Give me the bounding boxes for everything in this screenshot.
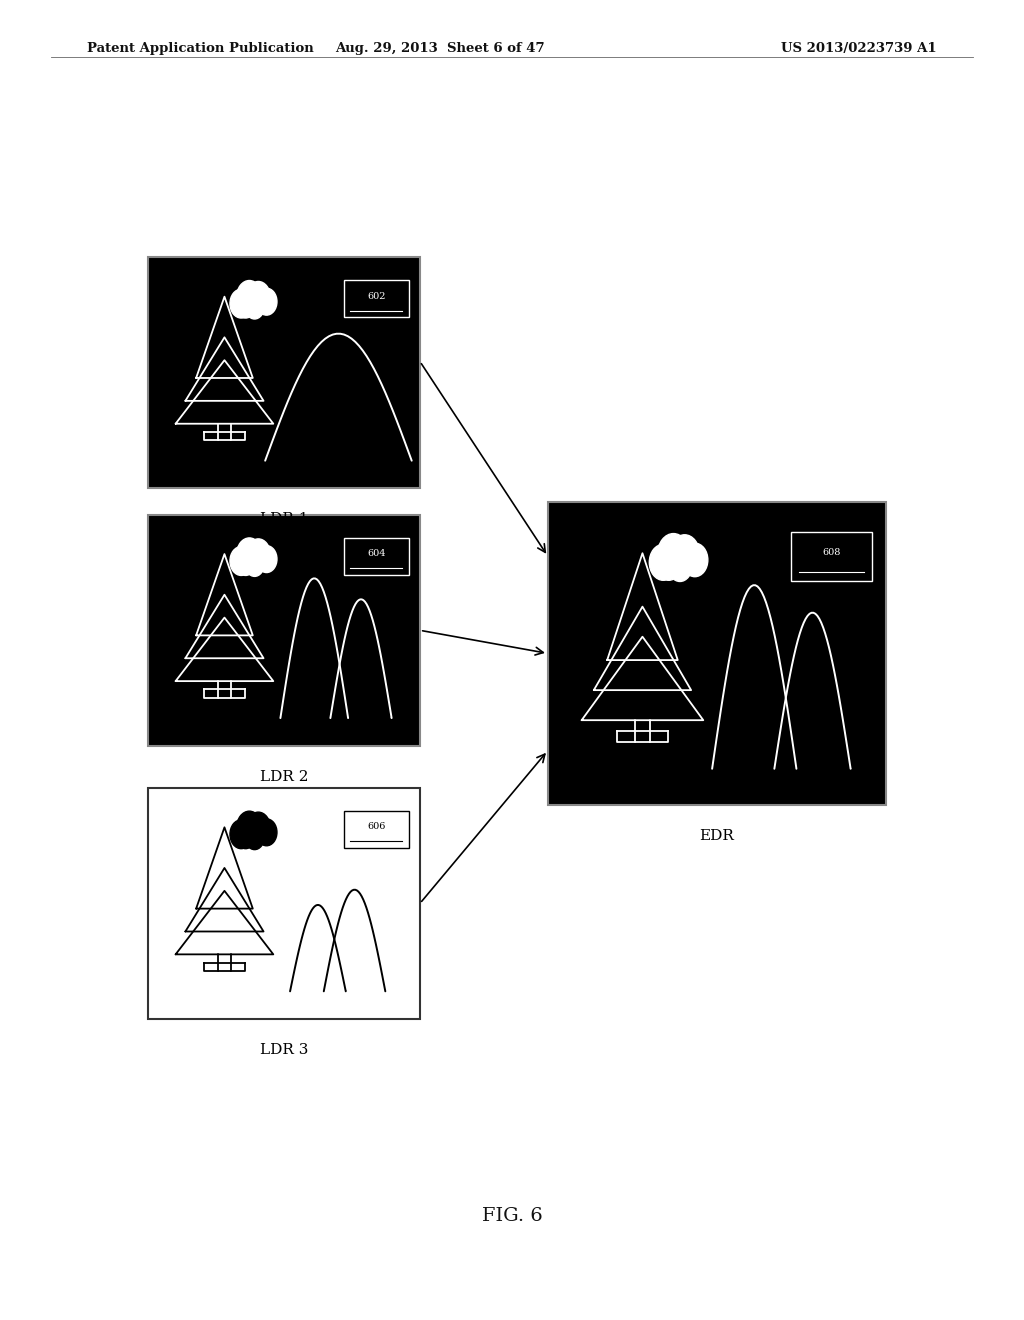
- Circle shape: [245, 552, 264, 577]
- Circle shape: [256, 545, 276, 573]
- Circle shape: [668, 550, 692, 582]
- Circle shape: [656, 549, 681, 581]
- Bar: [148, 257, 420, 488]
- Circle shape: [230, 289, 252, 318]
- Circle shape: [247, 812, 270, 843]
- Bar: [344, 539, 409, 576]
- Circle shape: [256, 818, 276, 846]
- Circle shape: [670, 535, 699, 573]
- Circle shape: [236, 293, 255, 318]
- Bar: [792, 532, 872, 581]
- Text: FIG. 6: FIG. 6: [481, 1206, 543, 1225]
- Circle shape: [236, 824, 255, 849]
- Text: 608: 608: [822, 548, 841, 557]
- Circle shape: [237, 281, 262, 313]
- Circle shape: [649, 544, 677, 581]
- Bar: [148, 788, 420, 1019]
- Circle shape: [247, 281, 270, 313]
- Bar: [548, 502, 886, 805]
- Text: Aug. 29, 2013  Sheet 6 of 47: Aug. 29, 2013 Sheet 6 of 47: [336, 42, 545, 55]
- Circle shape: [256, 288, 276, 315]
- Circle shape: [657, 533, 689, 574]
- Text: LDR 2: LDR 2: [260, 770, 308, 784]
- Circle shape: [237, 812, 262, 843]
- Circle shape: [247, 539, 270, 570]
- Bar: [344, 810, 409, 847]
- Text: Patent Application Publication: Patent Application Publication: [87, 42, 313, 55]
- Bar: [148, 515, 420, 746]
- Bar: [344, 281, 409, 317]
- Circle shape: [230, 820, 252, 849]
- Circle shape: [245, 825, 264, 850]
- Text: 602: 602: [368, 292, 386, 301]
- Text: 606: 606: [368, 822, 386, 832]
- Text: LDR 1: LDR 1: [260, 512, 308, 527]
- Text: EDR: EDR: [699, 829, 734, 843]
- Circle shape: [237, 539, 262, 570]
- Circle shape: [236, 550, 255, 576]
- Circle shape: [682, 543, 708, 577]
- Text: 604: 604: [368, 549, 386, 558]
- Text: US 2013/0223739 A1: US 2013/0223739 A1: [781, 42, 937, 55]
- Text: LDR 3: LDR 3: [260, 1043, 308, 1057]
- Circle shape: [245, 294, 264, 319]
- Circle shape: [230, 546, 252, 576]
